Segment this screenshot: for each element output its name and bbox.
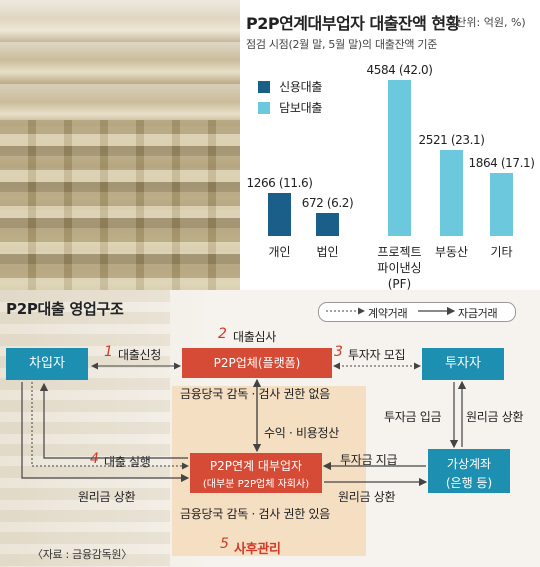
borrower-label: 차입자 [29,356,65,371]
chart-title: P2P연계대부업자 대출잔액 현황 [246,14,460,33]
legend-swatch-collateral [258,101,270,114]
diagram-legend [318,302,516,322]
bar-value-label-5: 1864 (17.1) [468,156,535,170]
invest-deposit-label: 투자금 입금 [384,410,442,424]
source-label: 〈자료 : 금융감독원〉 [32,548,132,561]
chart-subtitle: 점검 시점(2월 말, 5월 말)의 대출잔액 기준 [246,38,438,51]
bar-value-label-4: 2521 (23.1) [418,133,485,147]
legend-label-credit: 신용대출 [279,80,323,94]
bar-value-label-3: 4584 (42.0) [366,63,433,77]
bar-4 [440,150,463,236]
fee-settlement-label: 수익 · 비용정산 [264,426,339,440]
escrow-label-line2: (은행 등) [445,476,493,490]
gold-bars-photo-lower [0,120,240,290]
category-label-2: 법인 [316,245,339,259]
contract-borrower-lender [31,382,189,470]
step-2-label: 대출심사 [233,330,276,344]
step-1-label: 대출신청 [118,348,161,362]
investor-label: 투자자 [445,356,481,371]
step-5-label: 사후관리 [234,542,281,557]
investor-box: 투자자 [422,348,504,380]
category-label-5: 기타 [490,245,513,259]
repay-right-label: 원리금 상환 [338,490,396,504]
loan-execution-arrow [39,382,188,459]
chart-unit: (단위: 억원, %) [452,16,526,29]
platform-box: P2P업체(플랫폼) [182,348,332,378]
legend-money-label: 자금거래 [458,307,498,320]
step-3-number: 3 [334,344,343,360]
repay-left-arrow [21,382,190,483]
legend-swatch-credit [258,80,270,93]
bar-value-label-2: 672 (6.2) [301,196,354,210]
legend-credit: 신용대출 [258,76,322,95]
step-5-number: 5 [220,536,229,552]
diagram-background-photo [0,290,170,567]
platform-label: P2P업체(플랫폼) [213,356,301,370]
lender-label-line2: (대부분 P2P업체 자회사) [202,479,310,490]
category-label-1: 개인 [268,245,291,259]
legend-contract-label: 계약거래 [368,307,408,320]
step-1-number: 1 [104,344,113,360]
bar-5 [490,173,513,236]
platform-note: 금융당국 감독 · 검사 권한 없음 [180,387,330,401]
bar-value-label-1: 1266 (11.6) [246,176,313,190]
category-label-3: 프로젝트 파이낸싱(PF) [377,245,422,291]
diagram-title: P2P대출 영업구조 [6,300,124,318]
bar-3 [388,80,411,236]
step-2-number: 2 [218,326,227,342]
invest-pay-label: 투자금 지급 [340,453,398,467]
bar-2 [316,213,339,236]
category-label-4: 부동산 [434,245,469,259]
bar-1 [268,193,291,236]
legend-label-collateral: 담보대출 [279,101,323,115]
investor-repay-label: 원리금 상환 [466,410,524,424]
borrower-box: 차입자 [6,348,88,380]
step-3-label: 투자자 모집 [348,348,406,362]
escrow-box: 가상계좌 (은행 등) [428,449,510,493]
lender-note: 금융당국 감독 · 검사 권한 있음 [180,507,330,521]
escrow-label-line1: 가상계좌 [446,457,492,471]
step-4-number: 4 [90,451,99,467]
legend-collateral: 담보대출 [258,97,322,116]
repay-left-label: 원리금 상환 [78,490,136,504]
lender-box: P2P연계 대부업자 (대부분 P2P업체 자회사) [190,453,322,493]
lender-label-line1: P2P연계 대부업자 [209,459,303,473]
